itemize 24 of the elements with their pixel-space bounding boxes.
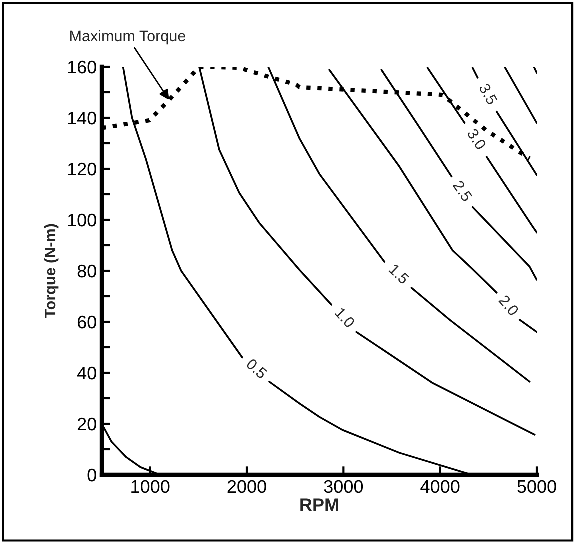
x-axis-title: RPM: [300, 498, 338, 512]
y-tick-label: 40: [77, 366, 96, 380]
annotation: Maximum Torque: [70, 30, 186, 45]
y-tick-label: 160: [68, 60, 96, 74]
y-tick-label: 120: [68, 162, 96, 176]
y-tick-label: 0: [88, 468, 96, 482]
y-tick-label: 140: [68, 112, 96, 125]
y-tick-label: 20: [78, 418, 96, 431]
x-tick-label: 2000: [228, 480, 266, 494]
y-tick-label: 100: [68, 214, 96, 227]
text: 1.0: [334, 307, 356, 329]
text: 3.5: [478, 82, 498, 106]
x-tick-label: 5000: [518, 480, 556, 494]
y-tick-label: 60: [78, 316, 96, 329]
text: 2.0: [498, 294, 520, 317]
text: 2.5: [452, 180, 473, 202]
x-tick-label: 1000: [132, 480, 170, 494]
text: 0.5: [246, 358, 268, 380]
x-tick-label: 3000: [324, 480, 364, 494]
y-axis-title: Torque (N-m): [44, 224, 59, 318]
y-tick-label: 80: [78, 264, 96, 278]
x-tick-label: 4000: [420, 480, 460, 494]
text: 3.0: [466, 128, 487, 151]
text: 1.5: [388, 264, 410, 285]
